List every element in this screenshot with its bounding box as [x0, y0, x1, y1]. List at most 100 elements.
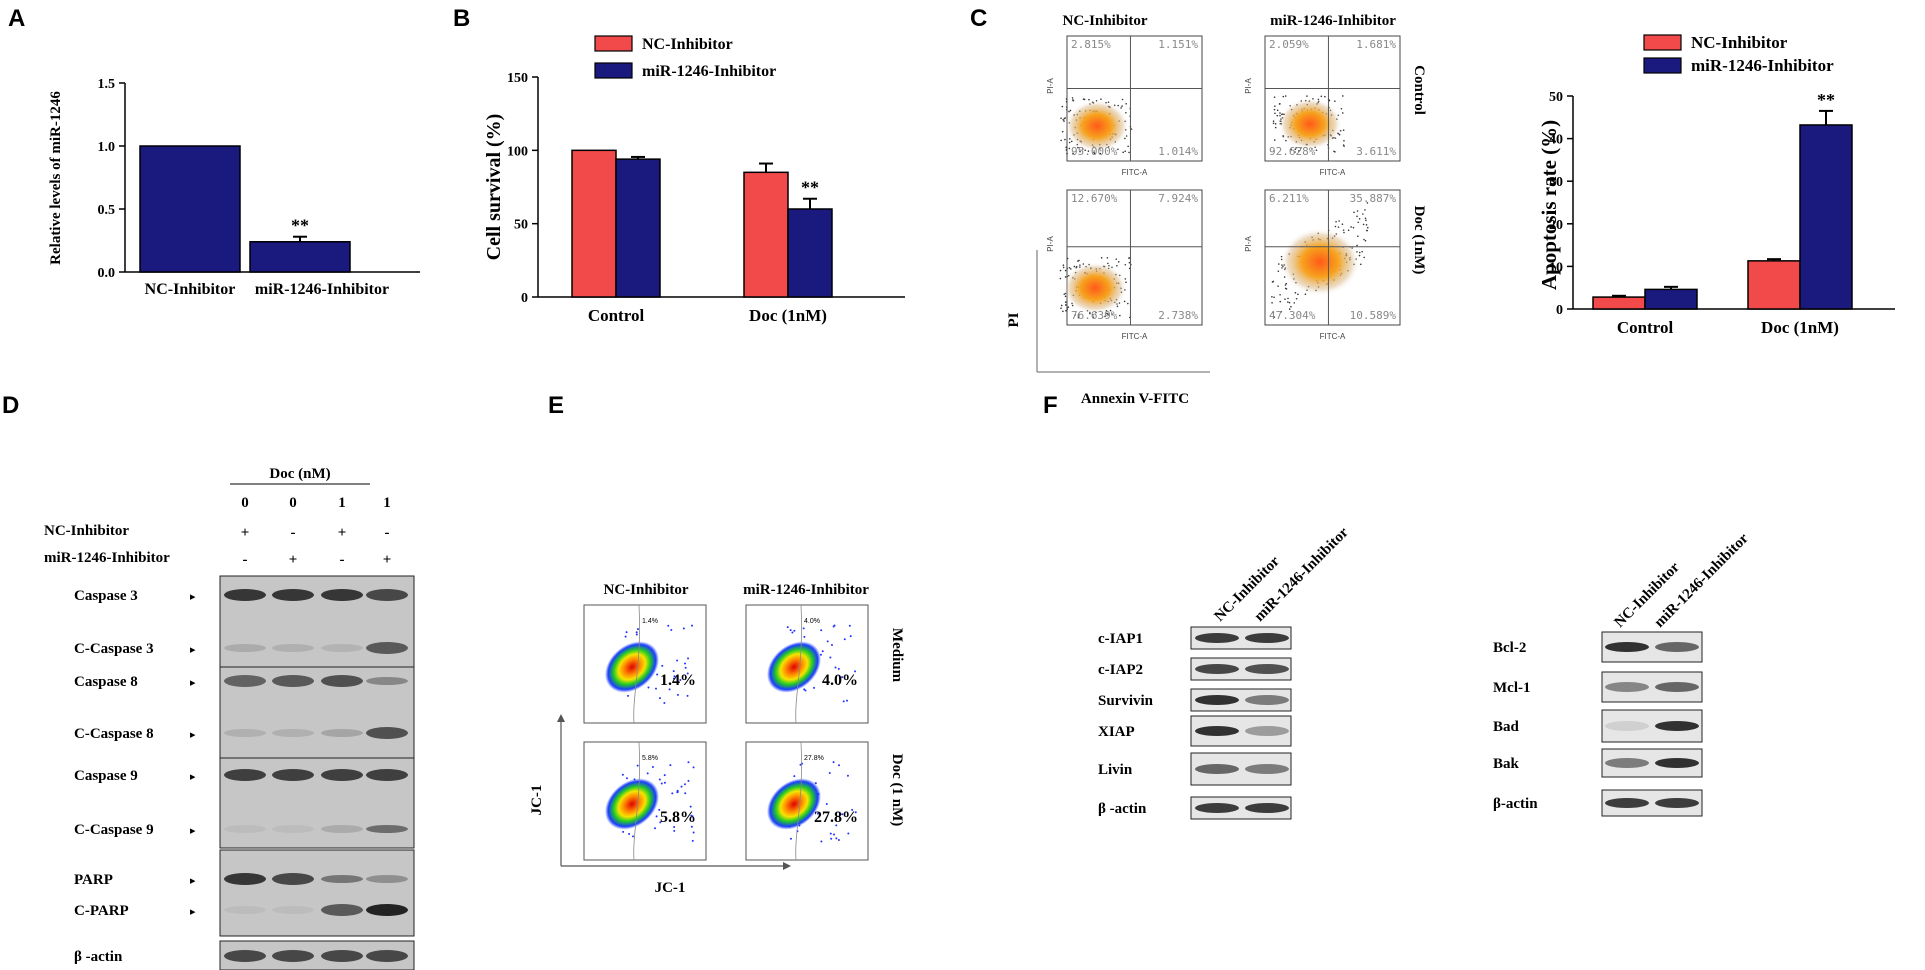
- flow-c-quadrant-percent: 47.304%: [1269, 309, 1316, 322]
- flow-c-event-dot: [1282, 95, 1285, 98]
- flow-c-event-dot: [1072, 99, 1074, 101]
- jc1-event-dot: [802, 627, 805, 630]
- blot-f-left-band: [1195, 726, 1239, 736]
- blot-d-band: [366, 825, 408, 833]
- flow-c-event-dot: [1288, 301, 1291, 304]
- flow-c-event-dot: [1100, 98, 1102, 101]
- flow-c-quadrant-percent: 1.681%: [1356, 38, 1396, 51]
- blot-d-band: [224, 675, 266, 687]
- jc1-event-dot: [687, 657, 690, 660]
- jc1-event-dot: [671, 792, 674, 795]
- flow-c-event-dot: [1125, 111, 1127, 114]
- flow-c-event-dot: [1064, 138, 1066, 141]
- jc1-event-dot: [834, 666, 837, 669]
- jc1-event-dot: [676, 693, 679, 696]
- jc1-percent: 1.4%: [660, 672, 696, 689]
- blot-f-left-label: c-IAP1: [1098, 631, 1143, 647]
- jc1-event-dot: [625, 777, 628, 780]
- panel-letter-d: D: [2, 392, 19, 419]
- chart-c-ylabel: Apoptosis rate (%): [1537, 120, 1561, 290]
- jc1-event-dot: [841, 813, 844, 816]
- jc1-event-dot: [849, 635, 852, 638]
- flow-c-event-dot: [1063, 120, 1065, 122]
- flow-c-event-dot: [1116, 264, 1118, 267]
- jc1-event-dot: [789, 629, 792, 632]
- jc1-event-dot: [821, 650, 824, 653]
- flow-c-event-dot: [1342, 229, 1345, 231]
- flow-c-event-dot: [1273, 296, 1275, 299]
- flow-c-event-dot: [1072, 152, 1074, 155]
- flow-c-event-dot: [1284, 284, 1287, 286]
- jc1-event-dot: [828, 771, 831, 774]
- jc1-event-dot: [683, 662, 686, 665]
- jc1-event-dot: [632, 835, 635, 838]
- flow-c-event-dot: [1068, 110, 1070, 113]
- jc1-event-dot: [673, 829, 676, 832]
- jc1-event-dot: [841, 676, 844, 679]
- blot-d-marker: ▸: [190, 644, 196, 656]
- jc1-percent: 5.8%: [660, 809, 696, 826]
- jc1-density: [767, 641, 821, 693]
- flow-c-event-dot: [1065, 146, 1067, 149]
- panel-letter-a: A: [8, 5, 25, 32]
- flow-c-quadrant-percent: 1.151%: [1158, 38, 1198, 51]
- flow-c-quadrant-percent: 7.924%: [1158, 192, 1198, 205]
- flow-c-event-dot: [1065, 100, 1068, 103]
- jc1-col-label-nc: NC-Inhibitor: [603, 582, 688, 598]
- blot-f-right-band: [1655, 682, 1699, 692]
- flow-c-event-dot: [1059, 269, 1062, 272]
- flow-c-event-dot: [1066, 267, 1068, 270]
- flow-c-event-dot: [1107, 262, 1109, 265]
- flow-c-event-dot: [1067, 306, 1070, 309]
- flow-c-quadrant-percent: 12.670%: [1071, 192, 1118, 205]
- flow-c-event-dot: [1272, 120, 1275, 123]
- blot-f-right-band: [1605, 758, 1649, 768]
- flow-c-event-dot: [1121, 105, 1123, 107]
- jc1-event-dot: [635, 633, 638, 636]
- blot-d-nc-sign: -: [385, 525, 390, 541]
- flow-c-event-dot: [1100, 257, 1103, 259]
- jc1-event-dot: [654, 827, 657, 830]
- flow-c-event-dot: [1352, 226, 1355, 229]
- jc1-event-dot: [803, 635, 806, 638]
- flow-c-quadrant-percent: 10.589%: [1350, 309, 1397, 322]
- flow-c-event-dot: [1279, 112, 1281, 114]
- flow-cytometry-grid-c: NC-Inhibitor miR-1246-Inhibitor Control …: [1006, 13, 1427, 407]
- blot-f-left-band: [1245, 633, 1289, 643]
- flow-c-event-dot: [1297, 293, 1299, 296]
- flow-c-event-dot: [1341, 223, 1344, 226]
- chart-c-ytick-label: 0: [1556, 303, 1563, 318]
- jc1-event-dot: [691, 815, 694, 818]
- chart-b-bar-mir: [615, 158, 661, 298]
- jc1-event-dot: [621, 773, 624, 776]
- flow-c-event-dot: [1272, 122, 1275, 125]
- flow-c-event-dot: [1068, 141, 1071, 144]
- blot-f-left-label: XIAP: [1098, 724, 1135, 740]
- blot-d-dose: 1: [338, 495, 346, 511]
- flow-c-y-axis-label: PI: [1006, 312, 1022, 327]
- flow-c-event-dot: [1107, 313, 1109, 315]
- blot-d-band: [272, 729, 314, 737]
- blot-f-right-label: Mcl-1: [1493, 680, 1530, 696]
- jc1-event-dot: [791, 631, 794, 634]
- flow-c-event-dot: [1062, 266, 1065, 269]
- flow-c-quadrant-percent: 92.628%: [1269, 145, 1316, 158]
- jc1-event-dot: [683, 783, 686, 786]
- flow-c-event-dot: [1334, 225, 1337, 228]
- flow-c-event-dot: [1060, 307, 1062, 310]
- blot-d-marker: ▸: [190, 875, 196, 887]
- chart-a-category-label: NC-Inhibitor: [145, 281, 236, 298]
- flow-c-event-dot: [1285, 282, 1288, 285]
- blot-d-band: [224, 906, 266, 914]
- blot-d-header: Doc (nM): [269, 466, 330, 482]
- chart-c-significance: **: [1817, 90, 1835, 110]
- flow-c-event-dot: [1294, 151, 1296, 153]
- jc1-event-dot: [854, 811, 857, 814]
- flow-c-event-dot: [1064, 304, 1067, 306]
- chart-b-ytick-label: 150: [507, 71, 528, 86]
- blot-d-nc-sign: +: [338, 525, 347, 541]
- jc1-event-dot: [654, 687, 657, 690]
- jc1-event-dot: [636, 628, 639, 631]
- jc1-event-dot: [692, 831, 695, 834]
- blot-d-mir-sign: +: [289, 552, 298, 568]
